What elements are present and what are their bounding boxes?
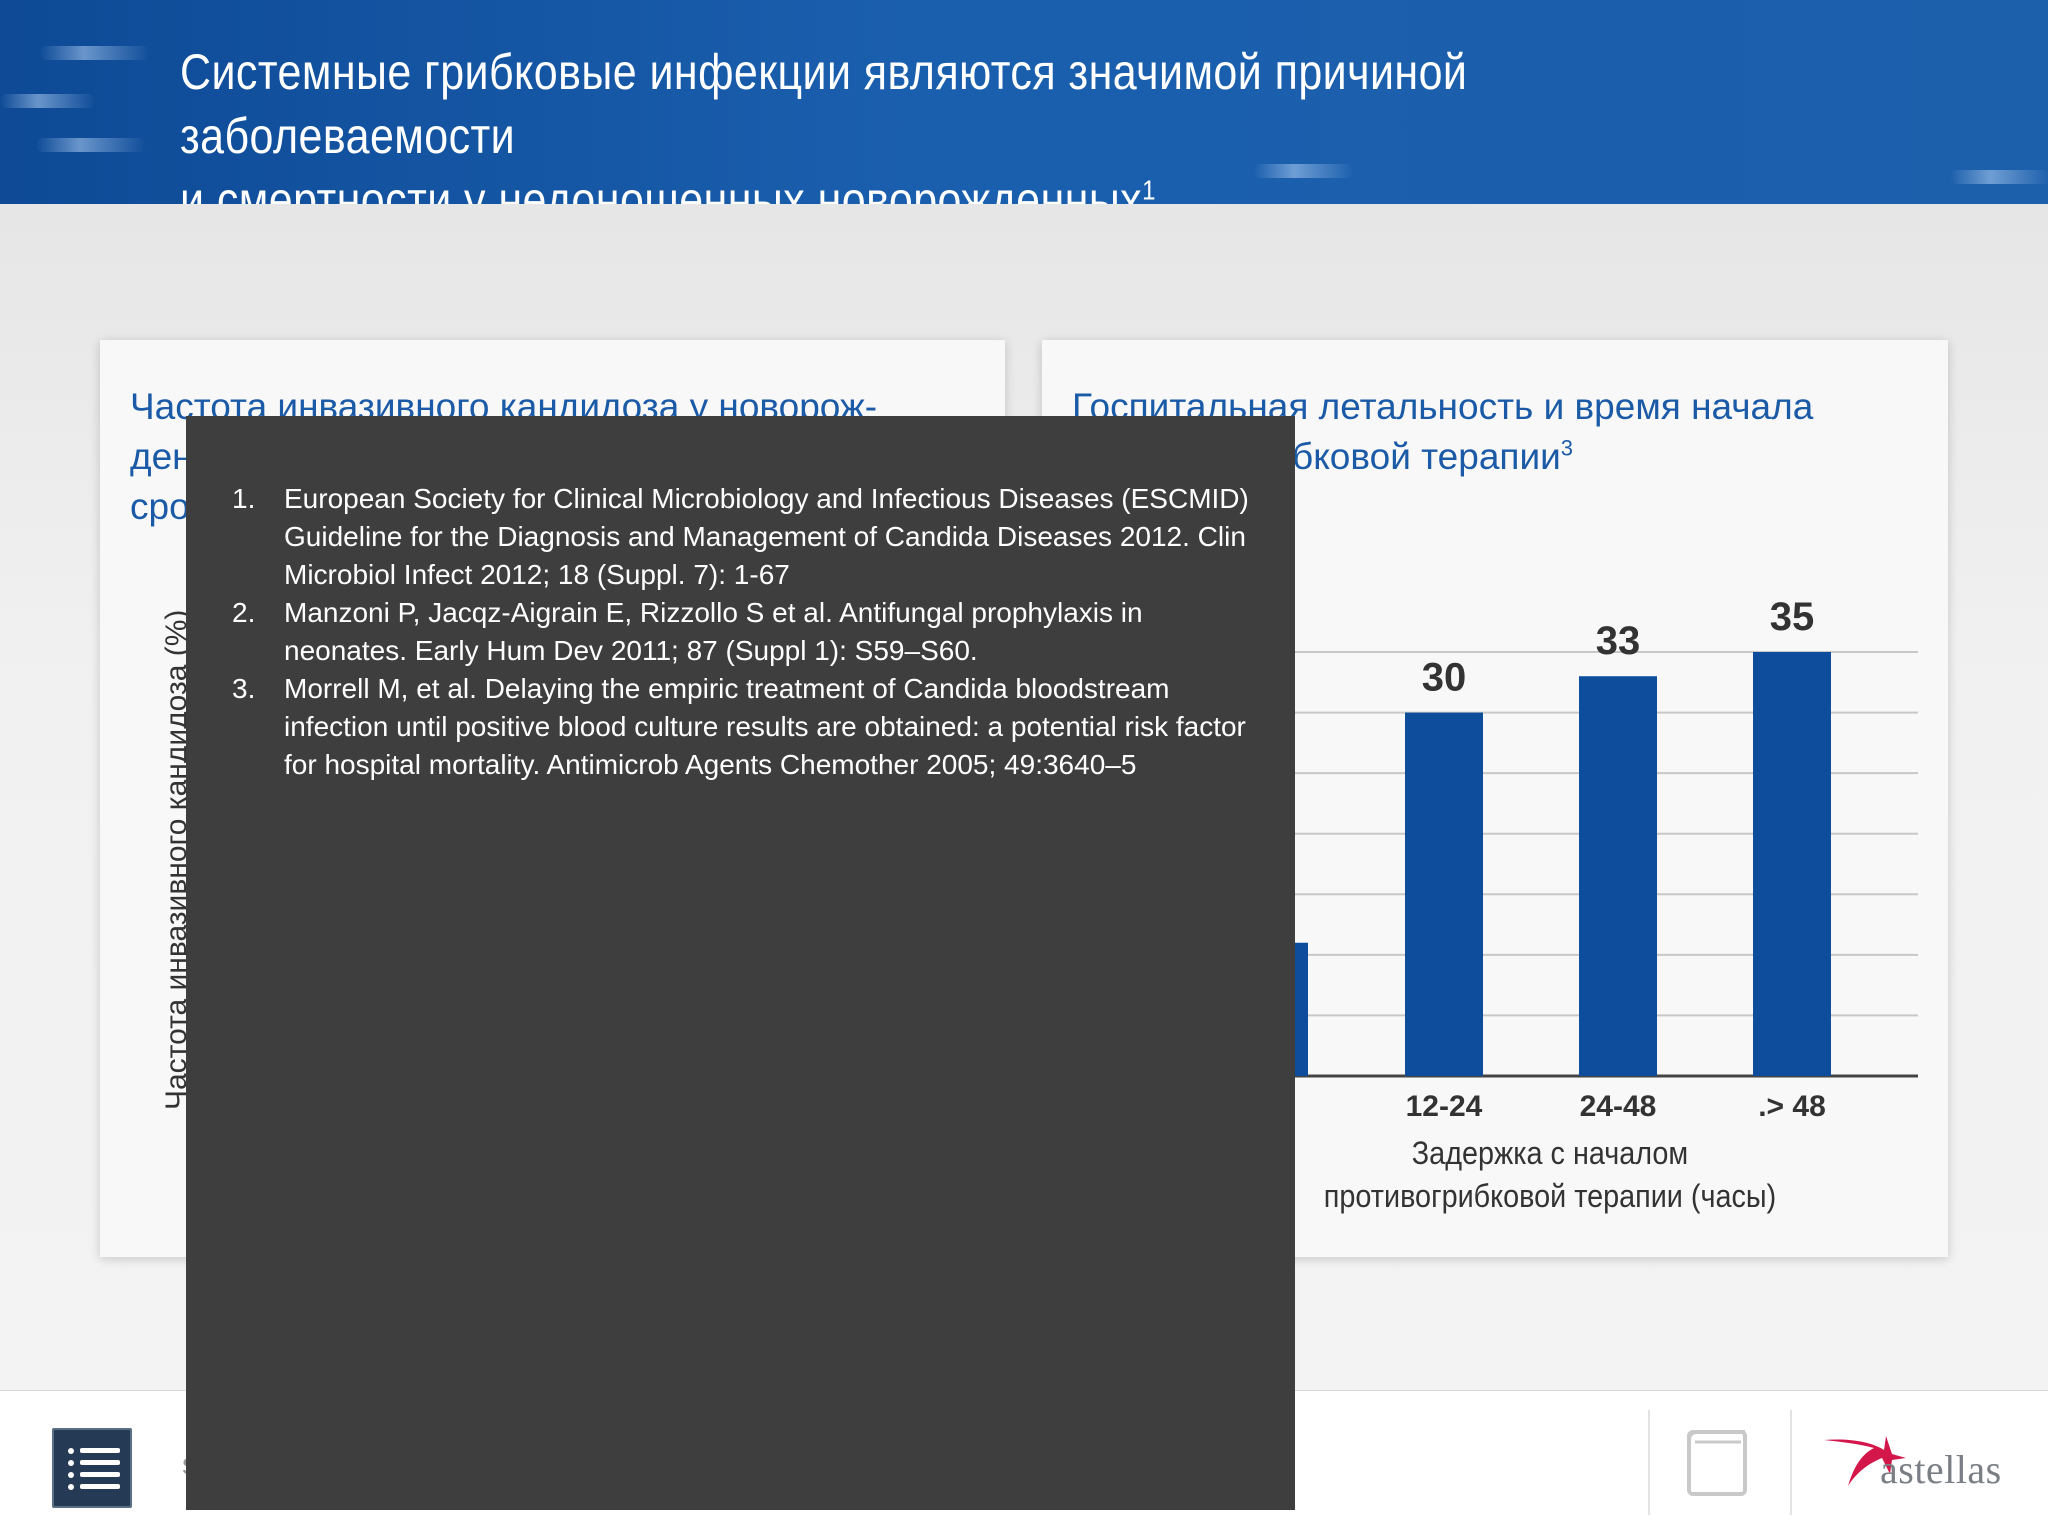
nav-divider <box>1790 1410 1792 1515</box>
page-title-line2-text: и смертности у недоношенных новорожденны… <box>180 172 1143 204</box>
left-card-title-line2: ден <box>130 436 193 477</box>
page-title-line2: и смертности у недоношенных новорожденны… <box>180 168 1728 204</box>
book-icon[interactable] <box>1686 1426 1750 1498</box>
reference-text: Manzoni P, Jacqz-Aigrain E, Rizzollo S e… <box>284 597 1143 666</box>
nav-divider <box>1648 1410 1650 1515</box>
references-list: 1. European Society for Clinical Microbio… <box>232 480 1252 784</box>
decor-streak <box>40 46 150 60</box>
bar-value-label: 35 <box>1770 595 1815 639</box>
chart-bar <box>1579 676 1657 1076</box>
header-banner: Системные грибковые инфекции являются зн… <box>0 0 2048 204</box>
x-tick-label: 12-24 <box>1406 1090 1483 1123</box>
reference-number: 1. <box>232 483 256 514</box>
decor-streak <box>36 138 146 152</box>
decor-streak <box>1254 164 1354 178</box>
chart-labels: 30 12-24 33 24-48 35 .> 48 <box>1406 595 1826 1123</box>
chart-bar <box>1405 712 1483 1076</box>
reference-number: 3. <box>232 673 256 704</box>
x-axis-title-line1: Задержка с началом <box>1411 1135 1689 1171</box>
page-title: Системные грибковые инфекции являются зн… <box>180 40 1728 204</box>
astellas-logo-mark <box>1824 1436 1906 1486</box>
reference-text: Morrell M, et al. Delaying the empiric t… <box>284 673 1246 780</box>
bar-value-label: 30 <box>1422 656 1467 700</box>
x-axis-title-line2: противогрибковой терапии (часы) <box>1323 1178 1777 1214</box>
x-tick-label: .> 48 <box>1758 1090 1826 1123</box>
reference-item: 3. Morrell M, et al. Delaying the empiric… <box>232 670 1252 784</box>
bar-value-label: 33 <box>1596 619 1641 663</box>
reference-item: 2. Manzoni P, Jacqz-Aigrain E, Rizzollo S… <box>232 594 1252 670</box>
page-title-ref[interactable]: 1 <box>1142 174 1156 204</box>
right-card-title-ref[interactable]: 3 <box>1560 435 1574 461</box>
decor-streak <box>1950 170 2048 184</box>
x-tick-label: 24-48 <box>1580 1090 1657 1123</box>
menu-button[interactable] <box>52 1428 132 1508</box>
chart-bars <box>1242 652 1831 1076</box>
right-card-title-line2-text: бковой терапии <box>1292 436 1561 477</box>
reference-text: European Society for Clinical Microbiolo… <box>284 483 1249 590</box>
reference-item: 1. European Society for Clinical Microbio… <box>232 480 1252 594</box>
decor-streak <box>0 94 95 108</box>
astellas-logo-text: astellas <box>1880 1447 2002 1492</box>
mortality-bar-chart: 30 12-24 33 24-48 35 .> 48 <box>1242 595 1918 1123</box>
chart-bar <box>1753 652 1831 1076</box>
reference-number: 2. <box>232 597 256 628</box>
right-card-title-line2: бковой терапии3 <box>1072 432 1922 482</box>
left-card-title-line3: сро <box>130 486 190 527</box>
right-chart-x-axis-title: Задержка с началом противогрибковой тера… <box>1307 1132 1793 1218</box>
references-popup[interactable]: 1. European Society for Clinical Microbio… <box>186 416 1295 1510</box>
page-title-line1: Системные грибковые инфекции являются зн… <box>180 44 1468 164</box>
